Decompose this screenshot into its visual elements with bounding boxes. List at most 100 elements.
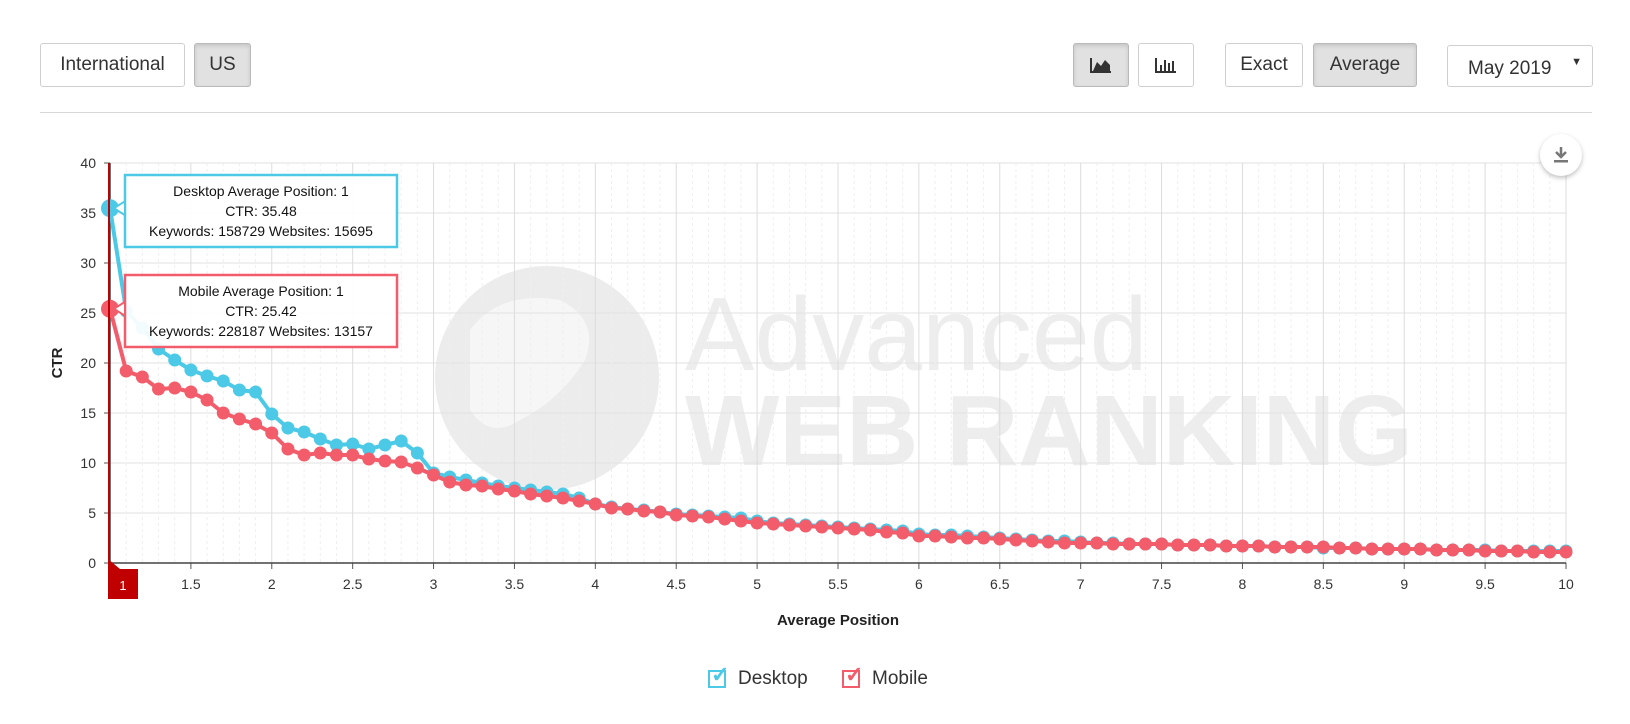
legend-mobile[interactable]: ✓ Mobile: [842, 664, 928, 690]
mobile-data-point: [152, 382, 166, 396]
mobile-data-point: [216, 406, 230, 420]
mobile-data-point: [459, 478, 473, 492]
y-tick-label: 0: [88, 555, 96, 571]
chart-series: [101, 199, 1573, 559]
month-select[interactable]: May 2019 ▼: [1447, 45, 1593, 87]
mobile-data-point: [1252, 539, 1266, 553]
desktop-data-point: [297, 425, 311, 439]
x-tick-label: 4: [591, 576, 599, 592]
mobile-data-point: [329, 448, 343, 462]
y-tick-label: 25: [80, 305, 96, 321]
mobile-data-point: [993, 532, 1007, 546]
toolbar-divider: [40, 112, 1592, 113]
desktop-data-point: [216, 374, 230, 388]
x-tick-label: 10: [1558, 576, 1574, 592]
mobile-data-point: [1381, 542, 1395, 556]
mobile-data-point: [119, 364, 133, 378]
x-tick-label: 4.5: [666, 576, 686, 592]
mobile-data-point: [1510, 544, 1524, 558]
bar-chart-view-button[interactable]: [1138, 43, 1194, 87]
tab-international[interactable]: International: [40, 43, 185, 87]
desktop-tooltip-line2: CTR: 35.48: [225, 203, 297, 219]
x-tick-label: 8: [1239, 576, 1247, 592]
mobile-data-point: [265, 426, 279, 440]
y-tick-label: 20: [80, 355, 96, 371]
mobile-data-point: [1494, 544, 1508, 558]
download-button[interactable]: [1540, 134, 1582, 176]
desktop-tooltip-pointer: [112, 199, 126, 218]
mobile-data-point: [1446, 543, 1460, 557]
mobile-data-point: [1527, 545, 1541, 559]
mobile-data-point: [1300, 540, 1314, 554]
mobile-data-point: [556, 491, 570, 505]
mobile-data-point: [880, 525, 894, 539]
mobile-data-point: [378, 454, 392, 468]
mobile-data-point: [168, 381, 182, 395]
mobile-tooltip-line2: CTR: 25.42: [225, 303, 297, 319]
y-axis-title: CTR: [49, 347, 66, 378]
mobile-data-point: [669, 508, 683, 522]
mobile-data-point: [1041, 535, 1055, 549]
mobile-data-point: [605, 501, 619, 515]
mobile-data-point: [346, 448, 360, 462]
x-tick-label: 8.5: [1314, 576, 1334, 592]
marker-badge-pointer: [108, 559, 120, 569]
mobile-data-point: [1268, 540, 1282, 554]
x-tick-label: 9.5: [1475, 576, 1495, 592]
desktop-data-point: [168, 353, 182, 367]
tab-us[interactable]: US: [194, 43, 251, 87]
legend-desktop[interactable]: ✓ Desktop: [708, 664, 808, 690]
desktop-data-point: [281, 421, 295, 435]
x-tick-label: 2: [268, 576, 276, 592]
month-select-value: May 2019: [1468, 58, 1552, 79]
mobile-data-point: [1138, 537, 1152, 551]
tab-average[interactable]: Average: [1313, 43, 1417, 87]
mobile-data-point: [491, 482, 505, 496]
mobile-data-point: [1365, 542, 1379, 556]
mobile-data-point: [1090, 536, 1104, 550]
mobile-data-point: [362, 452, 376, 466]
desktop-data-point: [329, 438, 343, 452]
mobile-data-point: [831, 521, 845, 535]
mobile-data-point: [475, 479, 489, 493]
desktop-tooltip-box: [123, 173, 399, 249]
mobile-data-point: [1009, 533, 1023, 547]
bar-chart-icon: [1155, 58, 1176, 73]
mobile-data-point: [896, 526, 910, 540]
mobile-checkbox[interactable]: ✓: [842, 664, 863, 688]
mobile-data-point: [524, 487, 538, 501]
mobile-data-point: [702, 510, 716, 524]
mobile-data-point: [1155, 537, 1169, 551]
watermark-line2: WEB RANKING: [685, 375, 1413, 487]
mobile-data-point: [944, 530, 958, 544]
mobile-data-point: [232, 412, 246, 426]
mobile-tooltip-box: [123, 273, 399, 349]
checkmark-icon: ✓: [845, 662, 864, 687]
mobile-data-point: [928, 529, 942, 543]
mobile-data-point: [1543, 545, 1557, 559]
mobile-data-point: [1413, 542, 1427, 556]
y-tick-label: 30: [80, 255, 96, 271]
mobile-data-point: [313, 446, 327, 460]
mobile-data-point: [1235, 539, 1249, 553]
x-tick-label: 6.5: [990, 576, 1010, 592]
mobile-data-point: [1316, 540, 1330, 554]
desktop-data-point: [346, 437, 360, 451]
mobile-data-point: [1219, 539, 1233, 553]
area-chart-view-button[interactable]: [1073, 43, 1129, 87]
desktop-data-point: [362, 442, 376, 456]
mobile-data-point: [863, 523, 877, 537]
mobile-data-point: [184, 385, 198, 399]
mobile-data-point: [572, 494, 586, 508]
mobile-data-point: [1397, 542, 1411, 556]
mobile-data-point: [1333, 541, 1347, 555]
tab-international-label: International: [60, 54, 165, 75]
mobile-data-point: [1349, 541, 1363, 555]
mobile-data-point: [1478, 544, 1492, 558]
area-chart-icon: [1090, 58, 1111, 73]
tab-exact[interactable]: Exact: [1225, 43, 1303, 87]
x-tick-label: 7.5: [1152, 576, 1172, 592]
x-tick-label: 5.5: [828, 576, 848, 592]
x-tick-label: 5: [753, 576, 761, 592]
desktop-checkbox[interactable]: ✓: [708, 664, 729, 688]
